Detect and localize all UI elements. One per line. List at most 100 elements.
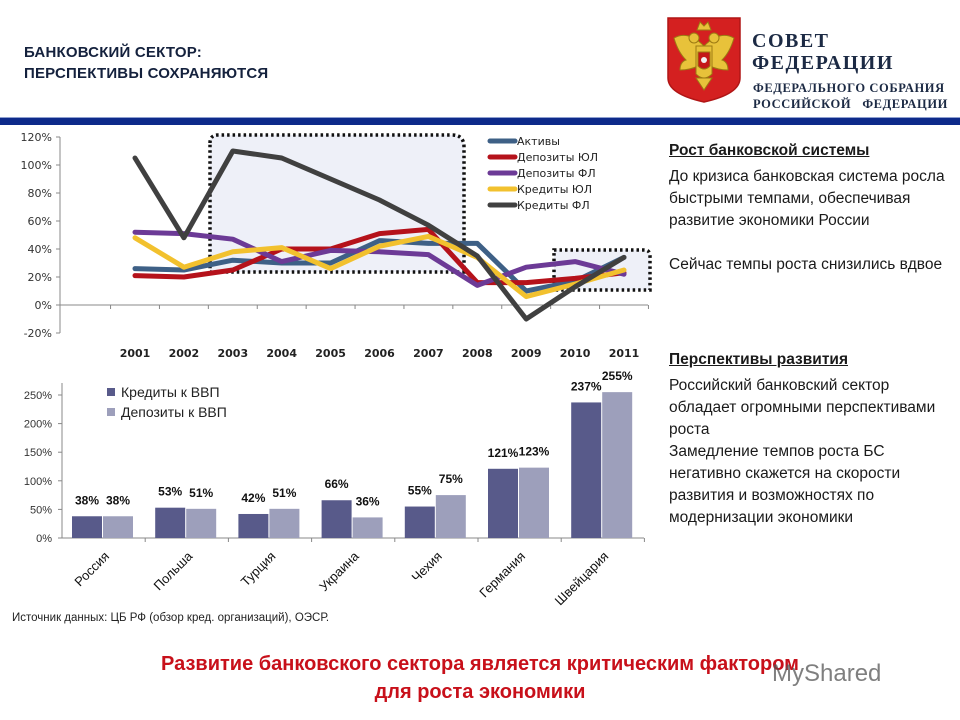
category-label: Чехия bbox=[409, 549, 445, 585]
line-series bbox=[132, 233, 627, 300]
category-label: Россия bbox=[71, 549, 112, 590]
highlight-box-boom bbox=[208, 133, 466, 274]
watermark: MyShared bbox=[772, 660, 882, 687]
bar bbox=[269, 508, 300, 538]
x-tick-label: 2002 bbox=[169, 347, 200, 360]
bar-value-label: 121% bbox=[488, 446, 519, 460]
bar bbox=[72, 516, 102, 538]
side-panel-growth: Рост банковской системы До кризиса банко… bbox=[669, 140, 954, 276]
x-tick-label: 2001 bbox=[120, 347, 151, 360]
legend-label: Кредиты ЮЛ bbox=[517, 183, 592, 196]
bar bbox=[519, 467, 549, 538]
x-tick-label: 2004 bbox=[266, 347, 297, 360]
y-tick-label: 250% bbox=[24, 390, 52, 402]
y-tick-label: 120% bbox=[21, 131, 52, 144]
legend-label: Активы bbox=[517, 135, 560, 148]
x-tick-label: 2008 bbox=[462, 347, 493, 360]
bar bbox=[155, 507, 186, 538]
category-label: Украина bbox=[316, 548, 362, 594]
bar-value-label: 123% bbox=[519, 445, 550, 459]
bar bbox=[435, 495, 466, 538]
bar bbox=[321, 500, 352, 538]
y-tick-label: 100% bbox=[21, 159, 52, 172]
y-tick-label: 80% bbox=[28, 187, 52, 200]
slide-title-line1: БАНКОВСКИЙ СЕКТОР: bbox=[24, 44, 202, 61]
legend-label: Депозиты к ВВП bbox=[121, 404, 227, 420]
y-tick-label: 100% bbox=[24, 476, 52, 488]
y-tick-label: 150% bbox=[24, 447, 52, 459]
x-tick-label: 2006 bbox=[364, 347, 395, 360]
y-tick-label: 60% bbox=[28, 215, 52, 228]
category-label: Польша bbox=[151, 548, 196, 593]
category-label: Швейцария bbox=[552, 549, 612, 609]
category-label: Германия bbox=[476, 549, 528, 601]
category-label: Турция bbox=[238, 549, 279, 590]
conclusion-line1: Развитие банковского сектора является кр… bbox=[161, 653, 799, 675]
side-panel-prospects: Перспективы развития Российский банковск… bbox=[669, 349, 954, 529]
bar-value-label: 38% bbox=[75, 493, 99, 507]
y-tick-label: 40% bbox=[28, 243, 52, 256]
slide-title: БАНКОВСКИЙ СЕКТОР: ПЕРСПЕКТИВЫ СОХРАНЯЮТ… bbox=[24, 42, 268, 84]
y-tick-label: -20% bbox=[24, 327, 52, 340]
section-text-prospects: Российский банковский сектор обладает ог… bbox=[669, 377, 936, 438]
section-text-growth-now: Сейчас темпы роста снизились вдвое bbox=[669, 256, 943, 273]
x-tick-label: 2007 bbox=[413, 347, 444, 360]
bar bbox=[571, 402, 602, 538]
slide-title-line2: ПЕРСПЕКТИВЫ СОХРАНЯЮТСЯ bbox=[24, 65, 269, 82]
legend-label: Кредиты ФЛ bbox=[517, 199, 590, 212]
section-text-growth: До кризиса банковская система росла быст… bbox=[669, 168, 945, 229]
line-series bbox=[132, 238, 627, 294]
bar bbox=[238, 513, 269, 538]
y-tick-label: 20% bbox=[28, 271, 52, 284]
x-tick-label: 2010 bbox=[560, 347, 591, 360]
y-tick-label: 0% bbox=[35, 299, 52, 312]
section-title-prospects: Перспективы развития bbox=[669, 351, 848, 368]
y-tick-label: 200% bbox=[24, 419, 52, 431]
organization-sub-line1: ФЕДЕРАЛЬНОГО СОБРАНИЯ bbox=[753, 81, 945, 95]
legend-swatch bbox=[107, 408, 115, 416]
bar-chart: 250% 200% 150% 100% 50% 0% 38% 38% Россия 53% 51% П… bbox=[24, 369, 645, 608]
legend-swatch bbox=[107, 388, 115, 396]
bar-value-label: 53% bbox=[158, 485, 182, 499]
y-tick-label: 50% bbox=[30, 504, 52, 516]
header-divider bbox=[0, 117, 960, 125]
legend-label: Депозиты ЮЛ bbox=[517, 151, 598, 164]
section-text-prospects-slowdown: Замедление темпов роста БС негативно ска… bbox=[669, 443, 901, 526]
bar-value-label: 38% bbox=[106, 493, 130, 507]
bar-value-label: 51% bbox=[272, 486, 296, 500]
legend-label: Депозиты ФЛ bbox=[517, 167, 596, 180]
conclusion-line2: для роста экономики bbox=[374, 681, 586, 703]
organization-sub: ФЕДЕРАЛЬНОГО СОБРАНИЯ РОССИЙСКОЙ ФЕДЕРАЦ… bbox=[753, 80, 960, 112]
bar-value-label: 55% bbox=[408, 484, 432, 498]
line-series bbox=[132, 226, 627, 286]
x-tick-label: 2005 bbox=[315, 347, 346, 360]
x-tick-label: 2011 bbox=[609, 347, 640, 360]
x-tick-label: 2003 bbox=[217, 347, 248, 360]
bar-value-label: 75% bbox=[439, 472, 463, 486]
bar bbox=[186, 508, 217, 538]
organization-name: СОВЕТ ФЕДЕРАЦИИ ФЕДЕРАЛЬНОГО СОБРАНИЯ РО… bbox=[752, 30, 960, 112]
line-chart: 120% 100% 80% 60% 40% 20% 0% -20% 2001 2002 2003 20… bbox=[21, 131, 652, 360]
bar-value-label: 66% bbox=[325, 477, 349, 491]
legend-label: Кредиты к ВВП bbox=[121, 384, 220, 400]
coat-of-arms-icon bbox=[666, 16, 742, 104]
bar bbox=[488, 468, 518, 538]
bar bbox=[404, 506, 435, 538]
bar-value-label: 51% bbox=[189, 486, 213, 500]
conclusion-banner: Развитие банковского сектора является кр… bbox=[60, 650, 900, 706]
organization-sub-line2: РОССИЙСКОЙ ФЕДЕРАЦИИ bbox=[753, 97, 948, 111]
bar-value-label: 42% bbox=[241, 491, 265, 505]
bar bbox=[352, 517, 383, 538]
bar-value-label: 237% bbox=[571, 379, 602, 393]
line-series bbox=[132, 229, 627, 288]
y-tick-label: 0% bbox=[36, 533, 52, 545]
bar bbox=[602, 392, 633, 538]
organization-main: СОВЕТ ФЕДЕРАЦИИ bbox=[752, 30, 894, 74]
line-series bbox=[132, 148, 627, 322]
bar-value-label: 255% bbox=[602, 369, 633, 383]
section-title-growth: Рост банковской системы bbox=[669, 142, 870, 159]
x-tick-label: 2009 bbox=[511, 347, 542, 360]
bar-value-label: 36% bbox=[356, 494, 380, 508]
data-source-note: Источник данных: ЦБ РФ (обзор кред. орга… bbox=[12, 612, 330, 624]
